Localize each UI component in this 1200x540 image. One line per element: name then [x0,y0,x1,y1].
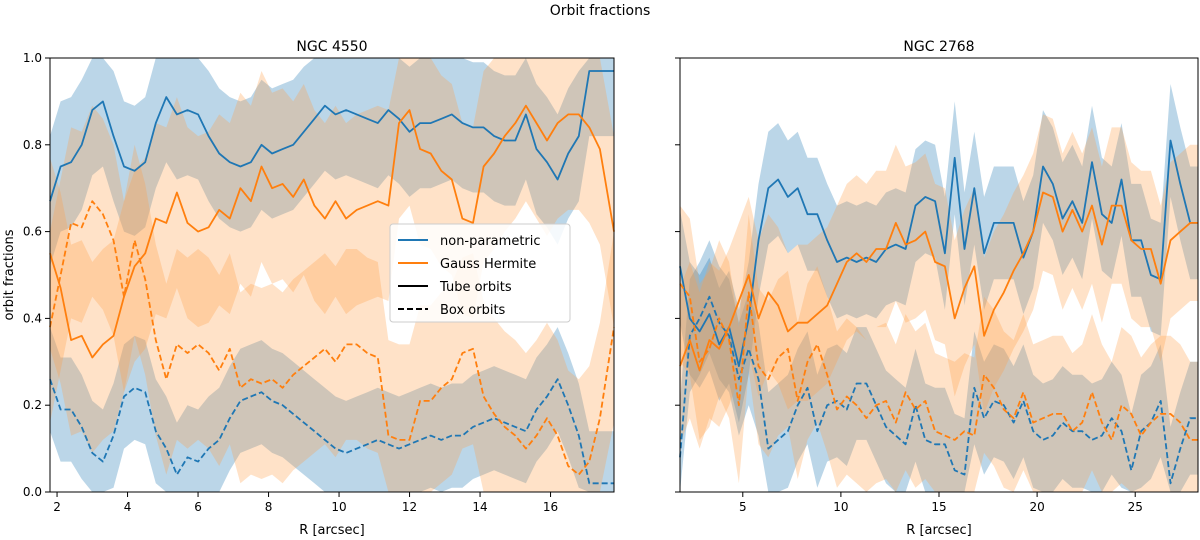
x-tick-label: 4 [124,500,132,514]
uncertainty-bands [680,84,1198,492]
band-gauss-hermite-box [680,205,1198,492]
plot-title: NGC 2768 [903,39,974,55]
x-tick-label: 10 [331,500,346,514]
band-non-parametric-box [50,327,614,492]
legend: non-parametric Gauss Hermite Tube orbits… [389,223,571,323]
band-gauss-hermite-tube [50,58,614,453]
y-tick-label: 0.8 [23,138,42,152]
legend-label-tube-orbits: Tube orbits [439,280,512,295]
plot-ngc2768: 5 10 15 20 25 NGC 2768 R [arcsec] [675,39,1199,538]
band-gauss-hermite-box [50,105,614,492]
legend-label-nonparametric: non-parametric [440,234,541,249]
plot-ngc4550: 2 4 6 8 10 12 14 160.00.20.40.60.81.0 NGC 4550 … [23,39,615,538]
axis-ticks: 5 10 15 20 25 [675,57,1143,514]
x-tick-label: 8 [265,500,273,514]
y-tick-label: 0.6 [23,225,42,239]
y-tick-label: 0.2 [23,398,42,412]
legend-label-box-orbits: Box orbits [440,303,506,318]
x-tick-label: 16 [543,500,558,514]
line-gauss-hermite-tube [679,191,1198,372]
line-gauss-hermite-tube [49,104,615,359]
x-tick-label: 15 [931,500,946,514]
y-tick-label: 1.0 [23,51,42,65]
y-tick-label: 0.4 [23,311,42,325]
x-tick-label: 5 [739,500,747,514]
x-axis-label: R [arcsec] [299,523,364,538]
x-axis-label: R [arcsec] [906,523,971,538]
legend-frame [389,223,571,323]
line-non-parametric-tube [679,139,1198,368]
x-tick-label: 12 [402,500,417,514]
uncertainty-bands [50,58,614,492]
band-non-parametric-tube [680,84,1198,423]
x-tick-label: 10 [833,500,848,514]
x-tick-label: 6 [194,500,202,514]
axis-ticks: 2 4 6 8 10 12 14 16 0.0 0.2 0.4 0.6 0.8 1.0 [23,51,558,514]
band-non-parametric-box [680,240,1198,492]
line-non-parametric-box [49,378,614,485]
plot-title: NGC 4550 [296,39,367,55]
data-lines [49,70,615,485]
y-axis-label: orbit fractions [2,229,17,320]
band-gauss-hermite-tube [680,114,1198,449]
legend-label-gauss-hermite: Gauss Hermite [440,257,536,272]
x-tick-label: 14 [472,500,487,514]
figure-suptitle: Orbit fractions [550,3,651,19]
x-tick-label: 2 [53,500,61,514]
line-non-parametric-tube [49,70,614,202]
axes-frame [49,57,615,493]
line-non-parametric-box [679,295,1198,485]
x-tick-label: 25 [1128,500,1143,514]
line-gauss-hermite-box [679,283,1198,441]
y-tick-label: 0.0 [23,485,42,499]
band-non-parametric-tube [50,58,614,267]
data-lines [679,139,1198,485]
x-tick-label: 20 [1029,500,1044,514]
